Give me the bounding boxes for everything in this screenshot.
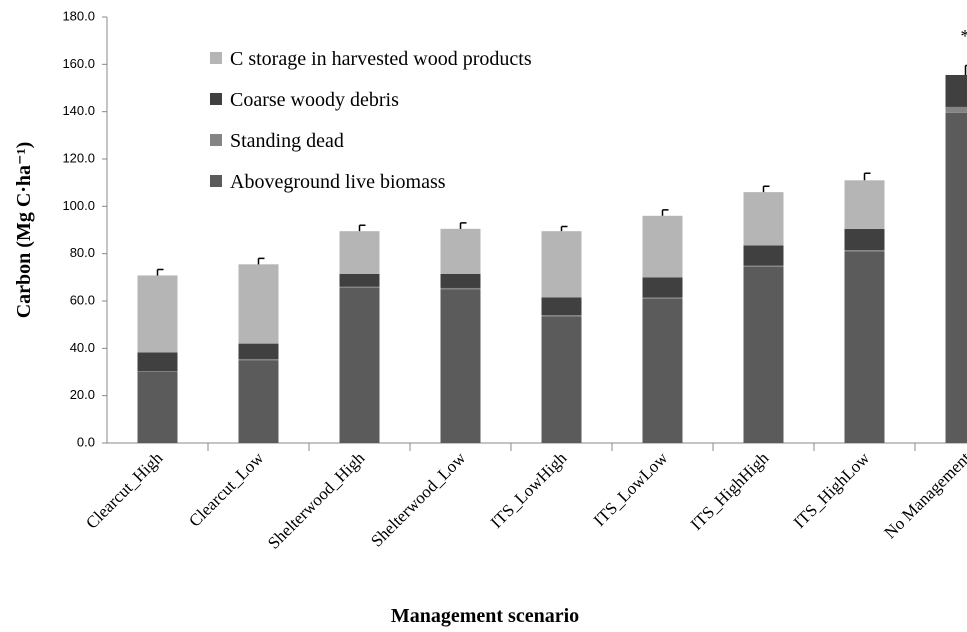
bar-segment xyxy=(137,371,178,372)
error-bar xyxy=(156,268,164,276)
bar-segment xyxy=(743,266,784,443)
bar-segment xyxy=(642,277,683,298)
error-bar xyxy=(762,185,770,193)
error-bar xyxy=(661,209,669,216)
bar-segment xyxy=(844,180,885,229)
y-tick-label: 0.0 xyxy=(77,434,95,449)
bar-segment xyxy=(743,192,784,246)
bar-segment xyxy=(945,112,967,443)
y-tick-label: 80.0 xyxy=(70,245,95,260)
bar-segment xyxy=(238,358,279,361)
legend-label: Aboveground live biomass xyxy=(230,171,446,193)
bar-segment xyxy=(844,250,885,252)
error-bar xyxy=(257,257,265,265)
legend-label: Coarse woody debris xyxy=(230,89,399,111)
bar-segment xyxy=(137,352,178,372)
x-tick-label: Clearcut_Low xyxy=(185,448,268,531)
y-tick-label: 140.0 xyxy=(62,103,95,118)
x-tick-label: Clearcut_High xyxy=(82,448,167,533)
bar-segment xyxy=(541,297,582,316)
bar-segment xyxy=(339,231,380,274)
y-tick-label: 120.0 xyxy=(62,150,95,165)
bar-segment xyxy=(440,273,481,288)
bar-segment xyxy=(642,297,683,299)
y-axis-label: Carbon (Mg C·ha⁻¹) xyxy=(13,142,35,319)
bar-segment xyxy=(743,265,784,267)
bar-segment xyxy=(642,215,683,278)
bar-segment xyxy=(238,360,279,443)
y-tick-label: 40.0 xyxy=(70,340,95,355)
bar-segment xyxy=(844,228,885,251)
x-tick-label: ITS_HighHigh xyxy=(687,448,773,534)
error-bar xyxy=(459,222,467,229)
x-tick-label: Shelterwood_High xyxy=(264,448,369,553)
bar-segment xyxy=(339,273,380,287)
bar-segment xyxy=(440,289,481,443)
legend-swatch xyxy=(210,52,222,64)
bar-segment xyxy=(541,316,582,443)
y-tick-label: 60.0 xyxy=(70,292,95,307)
x-tick-label: ITS_HighLow xyxy=(790,448,874,532)
bar-segment xyxy=(238,343,279,359)
bar-segment xyxy=(339,286,380,288)
legend-swatch xyxy=(210,93,222,105)
x-tick-label: ITS_LowLow xyxy=(590,448,672,530)
bar-segment xyxy=(137,372,178,443)
annotation: * xyxy=(961,26,967,46)
bar-segment xyxy=(339,287,380,443)
bar-segment xyxy=(238,264,279,344)
y-tick-label: 20.0 xyxy=(70,387,95,402)
bar-segment xyxy=(642,298,683,443)
y-tick-label: 180.0 xyxy=(62,8,95,23)
error-bar xyxy=(863,172,871,181)
bar-segment xyxy=(844,251,885,443)
legend-label: C storage in harvested wood products xyxy=(230,48,532,70)
bar-segment xyxy=(541,231,582,298)
legend-label: Standing dead xyxy=(230,130,344,152)
error-bar xyxy=(560,225,568,232)
x-tick-label: ITS_LowHigh xyxy=(487,448,571,532)
bar-segment xyxy=(945,106,967,113)
x-tick-label: No Management xyxy=(880,448,967,542)
legend-swatch xyxy=(210,134,222,146)
bar-segment xyxy=(137,275,178,353)
bar-segment xyxy=(945,74,967,107)
x-axis-label: Management scenario xyxy=(391,605,579,627)
bar-segment xyxy=(743,245,784,266)
bar-segment xyxy=(440,287,481,290)
legend-swatch xyxy=(210,175,222,187)
bar-segment xyxy=(541,315,582,317)
y-tick-label: 160.0 xyxy=(62,56,95,71)
x-tick-label: Shelterwood_Low xyxy=(367,448,470,551)
y-tick-label: 100.0 xyxy=(62,198,95,213)
bar-segment xyxy=(440,228,481,274)
error-bar xyxy=(358,224,366,232)
